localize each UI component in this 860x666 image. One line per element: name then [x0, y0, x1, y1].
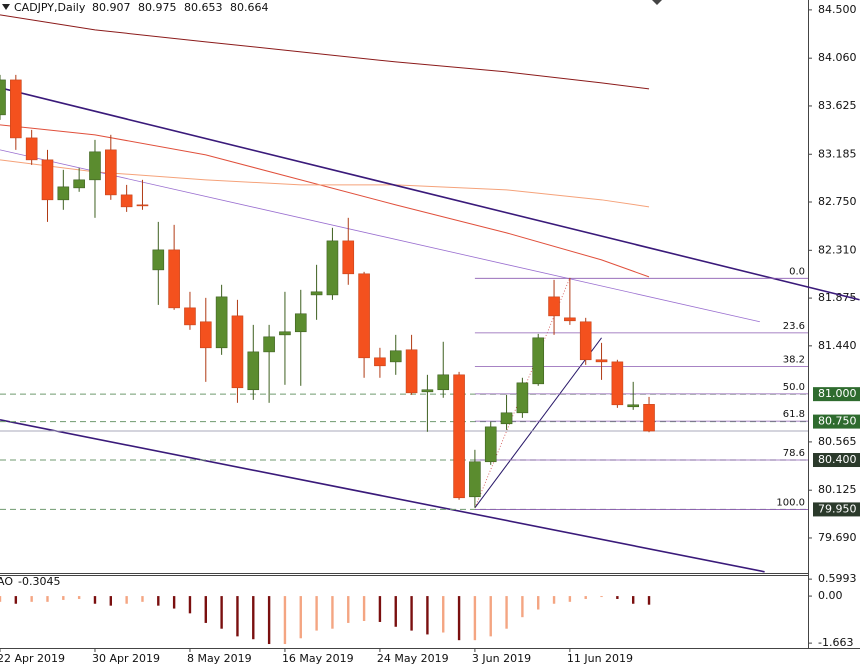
candle-body — [342, 240, 355, 275]
candle-body — [310, 291, 323, 296]
candle-body — [548, 296, 560, 317]
osc-y-tick-label: 0.5993 — [818, 572, 857, 585]
candle-body — [73, 179, 85, 189]
candle-body — [152, 249, 165, 271]
candle-body — [57, 186, 70, 201]
moving-average — [0, 124, 650, 278]
y-tick-label: 80.565 — [818, 435, 857, 448]
candle-body — [389, 350, 402, 363]
ohlc-value: 80.975 — [138, 1, 177, 14]
candle-body — [469, 461, 481, 498]
candle-body — [421, 389, 434, 393]
price-label: 81.000 — [818, 387, 857, 400]
x-tick-label: 8 May 2019 — [187, 652, 252, 665]
candle-body — [231, 315, 244, 389]
candle-body — [326, 240, 339, 296]
fib-label: 50.0 — [783, 382, 805, 393]
candle-body — [263, 336, 275, 353]
candle-body — [358, 273, 370, 359]
trendline — [0, 419, 765, 573]
candle-body — [500, 412, 513, 425]
oscillator-name: AO — [0, 575, 13, 588]
candle-body — [484, 426, 497, 463]
candle-body — [0, 79, 6, 116]
candle-body — [595, 359, 608, 363]
x-tick-label: 16 May 2019 — [282, 652, 354, 665]
trendline — [474, 337, 602, 509]
y-tick-label: 83.185 — [818, 147, 857, 160]
y-tick-label: 81.440 — [818, 339, 857, 352]
candle-body — [215, 296, 228, 349]
candle-body — [453, 374, 465, 499]
x-tick-label: 3 Jun 2019 — [472, 652, 531, 665]
osc-y-tick-label: -1.663 — [818, 636, 853, 649]
price-label: 80.400 — [818, 453, 857, 466]
y-tick-label: 83.625 — [818, 99, 857, 112]
candle-body — [279, 331, 291, 336]
price-label-box — [813, 387, 860, 402]
x-tick-label: 24 May 2019 — [377, 652, 449, 665]
ohlc-value: 80.664 — [230, 1, 269, 14]
menu-arrow[interactable] — [2, 4, 10, 10]
trendline — [0, 87, 860, 301]
candle-body — [136, 204, 149, 207]
candle-body — [168, 249, 180, 309]
plot: 84.500 84.060 83.625 83.185 82.750 82.310 81.8… — [0, 3, 860, 665]
price-label: 80.750 — [818, 415, 857, 428]
trendline — [0, 149, 760, 323]
y-tick-label: 82.750 — [818, 195, 857, 208]
candle-body — [25, 137, 38, 161]
price-label-box — [813, 502, 860, 517]
y-tick-label: 80.125 — [818, 483, 857, 496]
candle-body — [532, 337, 545, 385]
candle-body — [627, 404, 640, 408]
candle-body — [105, 149, 117, 196]
ohlc-value: 80.907 — [92, 1, 131, 14]
fib-label: 38.2 — [783, 355, 805, 366]
price-label-box — [813, 414, 860, 429]
candle-body — [643, 404, 655, 432]
price-label-box — [813, 453, 860, 468]
candle-body — [579, 321, 592, 361]
x-tick-label: 11 Jun 2019 — [567, 652, 633, 665]
candle-body — [247, 351, 260, 391]
fib-label: 23.6 — [783, 321, 805, 332]
fib-label: 0.0 — [789, 266, 805, 277]
candle-body — [516, 382, 529, 414]
x-tick-label: 30 Apr 2019 — [92, 652, 160, 665]
candle-body — [89, 151, 101, 181]
osc-y-tick-label: 0.00 — [818, 589, 843, 602]
shift-marker — [652, 0, 662, 5]
y-tick-label: 81.875 — [818, 291, 857, 304]
moving-average — [0, 14, 650, 90]
y-tick-label: 82.310 — [818, 243, 857, 256]
y-tick-label: 84.060 — [818, 51, 857, 64]
fib-label: 61.8 — [783, 409, 805, 420]
fib-label: 100.0 — [776, 497, 805, 508]
x-tick-label: 22 Apr 2019 — [0, 652, 65, 665]
candle-body — [564, 317, 576, 322]
y-tick-label: 84.500 — [818, 3, 857, 16]
candle-body — [184, 307, 196, 326]
candle-body — [10, 79, 22, 139]
candle-body — [294, 313, 307, 333]
candle-body — [437, 374, 450, 391]
candle-body — [405, 349, 418, 394]
candle-body — [199, 321, 212, 349]
ohlc-value: 80.653 — [184, 1, 223, 14]
price-label: 79.950 — [818, 502, 857, 515]
candle-body — [374, 357, 386, 367]
candle-body — [611, 361, 624, 406]
oscillator-value: -0.3045 — [18, 575, 60, 588]
symbol-title: CADJPY,Daily — [14, 1, 86, 14]
y-tick-label: 79.690 — [818, 531, 857, 544]
fib-label: 78.6 — [783, 448, 805, 459]
candle-body — [120, 194, 133, 208]
candle-body — [41, 159, 54, 201]
